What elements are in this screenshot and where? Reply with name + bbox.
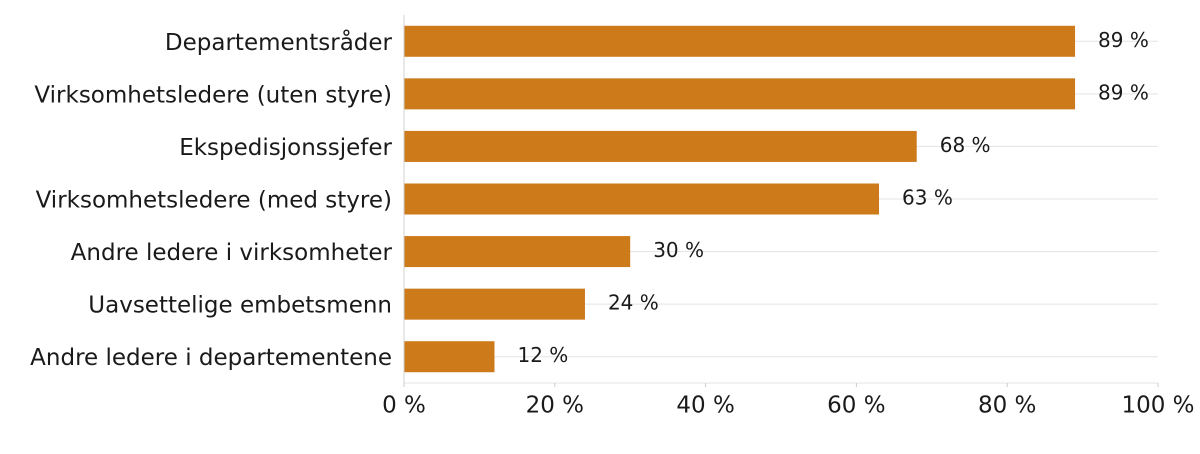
category-label: Uavsettelige embetsmenn — [88, 293, 392, 319]
category-label: Virksomhetsledere (med styre) — [36, 188, 392, 214]
value-label: 12 % — [517, 343, 568, 367]
x-tick-label: 60 % — [827, 393, 885, 419]
category-label: Ekspedisjonssjefer — [179, 135, 392, 161]
bar — [404, 236, 631, 268]
category-label: Virksomhetsledere (uten styre) — [34, 82, 392, 108]
value-label: 89 % — [1098, 28, 1149, 52]
value-label: 89 % — [1098, 80, 1149, 104]
x-tick-label: 0 % — [382, 393, 426, 419]
category-label: Andre ledere i virksomheter — [71, 240, 393, 266]
bar — [404, 25, 1076, 57]
x-tick-label: 20 % — [526, 393, 584, 419]
bar — [404, 341, 495, 373]
value-label: 68 % — [940, 133, 991, 157]
x-tick-label: 100 % — [1121, 393, 1194, 419]
value-label: 30 % — [653, 238, 704, 262]
value-label: 63 % — [902, 186, 953, 210]
value-label: 24 % — [608, 291, 659, 315]
bar — [404, 183, 880, 215]
x-tick-label: 40 % — [676, 393, 734, 419]
bar — [404, 130, 917, 162]
category-label: Departementsråder — [165, 28, 393, 56]
category-label: Andre ledere i departementene — [30, 345, 392, 371]
x-tick-label: 80 % — [978, 393, 1036, 419]
bar — [404, 288, 585, 320]
bar — [404, 78, 1076, 110]
